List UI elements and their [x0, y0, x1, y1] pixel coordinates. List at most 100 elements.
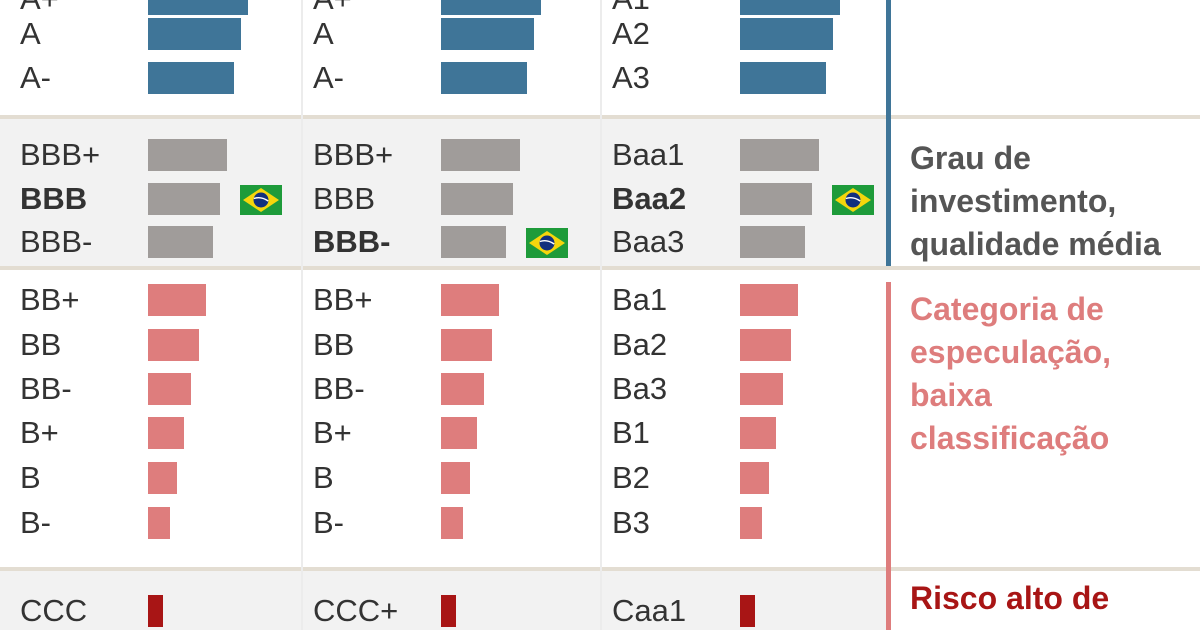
category-label-high-risk: Risco alto de	[910, 580, 1110, 616]
rating-label: B+	[313, 415, 352, 450]
rating-label: BB+	[313, 282, 373, 317]
rating-label: A3	[612, 60, 650, 95]
rating-row: A+	[313, 0, 593, 19]
rating-row: Ba3	[612, 369, 892, 409]
rating-row: Baa3	[612, 222, 892, 262]
rating-row: B+	[20, 413, 300, 453]
rating-bar	[148, 329, 199, 361]
rating-label: B-	[20, 505, 51, 540]
rating-bar	[740, 329, 791, 361]
rating-row: B+	[313, 413, 593, 453]
rating-row: B-	[20, 503, 300, 543]
rating-label: BBB	[313, 181, 376, 216]
rating-row: Baa2	[612, 179, 892, 219]
rating-bar	[441, 183, 513, 215]
rating-row: BBB-	[313, 222, 593, 262]
investment-grade-bracket	[886, 0, 891, 266]
rating-label: BBB	[20, 181, 88, 216]
rating-row: A-	[20, 58, 300, 98]
rating-bar	[740, 183, 812, 215]
rating-bar	[441, 329, 492, 361]
column-divider	[600, 0, 602, 630]
rating-label: A+	[20, 0, 59, 19]
rating-bar	[740, 373, 784, 405]
rating-row: BB	[20, 325, 300, 365]
rating-row: BBB	[313, 179, 593, 219]
rating-row: BB+	[313, 280, 593, 320]
rating-bar	[740, 507, 763, 539]
rating-row: Baa1	[612, 135, 892, 175]
rating-row: CCC+	[313, 591, 593, 631]
rating-label: A-	[313, 60, 344, 95]
rating-bar	[740, 284, 798, 316]
rating-bar	[441, 507, 464, 539]
rating-label: B	[20, 460, 41, 495]
rating-label: CCC	[20, 593, 88, 628]
rating-row: A	[20, 14, 300, 54]
rating-bar	[441, 284, 499, 316]
rating-bar	[441, 417, 478, 449]
speculative-grade-bracket	[886, 282, 891, 630]
rating-bar	[740, 595, 755, 627]
rating-label: B2	[612, 460, 650, 495]
rating-bar	[441, 462, 471, 494]
rating-label: BB	[20, 327, 62, 362]
rating-bar	[441, 139, 520, 171]
rating-label: B1	[612, 415, 650, 450]
rating-bar	[148, 373, 192, 405]
rating-bar	[148, 284, 206, 316]
rating-label: Caa1	[612, 593, 687, 628]
rating-label: Ba3	[612, 371, 668, 406]
rating-row: A	[313, 14, 593, 54]
rating-row: B3	[612, 503, 892, 543]
rating-row: A1	[612, 0, 892, 19]
rating-row: B-	[313, 503, 593, 543]
rating-bar	[441, 226, 506, 258]
rating-label: BBB+	[20, 137, 101, 172]
rating-row: BBB+	[313, 135, 593, 175]
rating-label: A-	[20, 60, 51, 95]
rating-label: BBB-	[313, 224, 391, 259]
rating-label: Baa1	[612, 137, 685, 172]
rating-label: A	[313, 16, 334, 51]
rating-label: B+	[20, 415, 59, 450]
category-label-medium: Grau de investimento, qualidade média	[910, 140, 1161, 262]
rating-label: Ba2	[612, 327, 668, 362]
rating-bar	[740, 226, 805, 258]
brazil-flag-icon	[525, 228, 568, 258]
rating-bar	[441, 373, 485, 405]
rating-label: B	[313, 460, 334, 495]
rating-row: BB-	[313, 369, 593, 409]
rating-bar	[740, 62, 826, 94]
rating-label: Baa3	[612, 224, 685, 259]
rating-row: B	[20, 458, 300, 498]
rating-bar	[148, 0, 249, 15]
rating-label: A+	[313, 0, 352, 19]
rating-bar	[740, 417, 777, 449]
rating-row: B2	[612, 458, 892, 498]
rating-bar	[740, 139, 819, 171]
rating-bar	[441, 62, 527, 94]
rating-bar	[441, 0, 542, 15]
rating-row: BBB	[20, 179, 300, 219]
rating-row: CCC	[20, 591, 300, 631]
rating-label: CCC+	[313, 593, 399, 628]
rating-row: A3	[612, 58, 892, 98]
rating-bar	[148, 462, 178, 494]
rating-label: BB-	[20, 371, 72, 406]
rating-label: BB	[313, 327, 355, 362]
rating-bar	[148, 18, 242, 50]
rating-row: BBB-	[20, 222, 300, 262]
rating-label: BBB-	[20, 224, 93, 259]
rating-row: Ba2	[612, 325, 892, 365]
rating-label: Baa2	[612, 181, 687, 216]
rating-bar	[148, 417, 185, 449]
rating-label: BB-	[313, 371, 365, 406]
rating-label: BB+	[20, 282, 80, 317]
rating-bar	[740, 462, 770, 494]
rating-bar	[148, 183, 220, 215]
brazil-flag-icon	[239, 185, 282, 215]
rating-bar	[441, 18, 535, 50]
rating-row: BB+	[20, 280, 300, 320]
rating-row: BB	[313, 325, 593, 365]
